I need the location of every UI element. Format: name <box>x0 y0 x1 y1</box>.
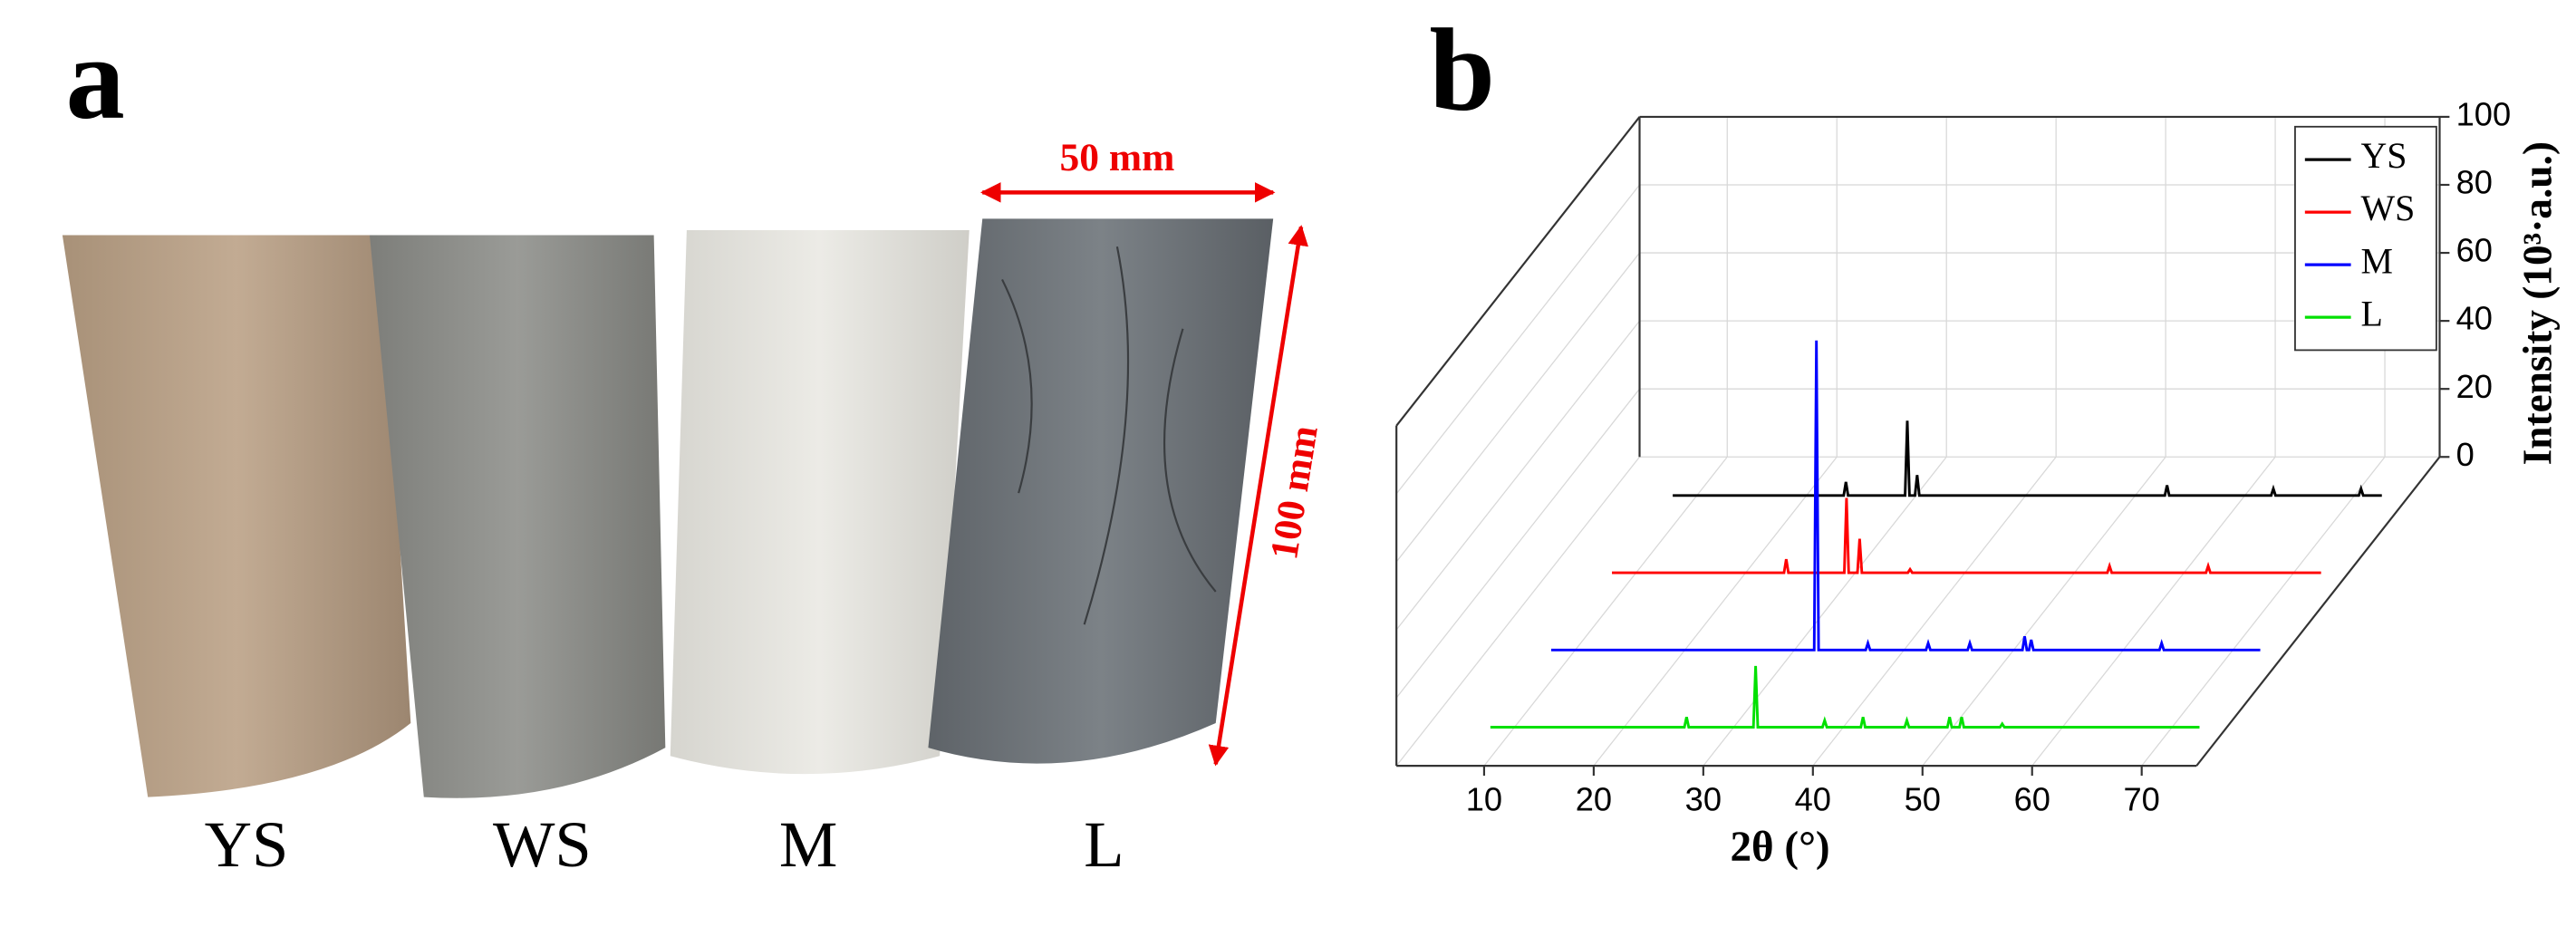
height-label: 100 mm <box>1262 422 1327 562</box>
legend-label: L <box>2360 293 2382 333</box>
panel-label: b <box>1429 5 1495 136</box>
x-tick-label: 40 <box>1795 781 1831 818</box>
grid-line <box>1922 456 2166 767</box>
axis-line <box>1395 116 1641 427</box>
xrd-line <box>1673 420 2382 497</box>
xrd-chart: 10 20 30 40 50 60 70 0 20 40 60 80 100 2θ (°) Intensit… <box>1395 96 2560 871</box>
legend-label: M <box>2360 240 2392 281</box>
sample-m <box>670 230 970 775</box>
legend-label: YS <box>2360 135 2407 176</box>
grid-line <box>2031 456 2276 767</box>
sample-label: YS <box>205 807 289 881</box>
grid-line <box>1812 456 2057 767</box>
sample-label: WS <box>493 807 592 881</box>
grid-line <box>1593 456 1838 767</box>
grid-line <box>2141 456 2386 767</box>
x-tick-label: 20 <box>1576 781 1612 818</box>
axis-line <box>2195 456 2441 767</box>
xrd-line <box>1612 497 2321 575</box>
grid-line <box>1483 456 1728 767</box>
x-tick-label: 30 <box>1685 781 1722 818</box>
xrd-line <box>1490 665 2200 729</box>
y-tick-label: 80 <box>2456 164 2493 201</box>
grid-line <box>1395 388 1641 699</box>
grid-line <box>1395 456 1641 767</box>
panel-label: a <box>66 14 125 144</box>
grid-line <box>1395 320 1641 631</box>
sample-label: L <box>1084 807 1124 881</box>
sample-ys <box>62 235 411 797</box>
x-tick-label: 60 <box>2014 781 2050 818</box>
y-tick-label: 20 <box>2456 368 2493 405</box>
x-tick-label: 50 <box>1905 781 1941 818</box>
legend-label: WS <box>2360 188 2415 228</box>
y-tick-label: 0 <box>2456 436 2475 473</box>
y-axis-label: Intensity (10³·a.u.) <box>2514 141 2560 465</box>
sample-l <box>928 218 1274 764</box>
x-tick-label: 70 <box>2124 781 2160 818</box>
grid-line <box>1395 184 1641 495</box>
y-tick-label: 60 <box>2456 232 2493 269</box>
photo <box>62 218 1274 798</box>
legend-box <box>2294 125 2437 352</box>
cracks <box>1001 246 1217 625</box>
grid-line <box>1395 252 1641 563</box>
y-tick-label: 100 <box>2456 96 2511 133</box>
x-axis-label: 2θ (°) <box>1730 824 1829 871</box>
width-label: 50 mm <box>1060 136 1175 179</box>
height-arrow <box>1208 225 1308 767</box>
x-tick-label: 10 <box>1466 781 1502 818</box>
y-tick-label: 40 <box>2456 300 2493 337</box>
grid-line <box>1703 456 1947 767</box>
sample-ws <box>369 235 666 798</box>
sample-label: M <box>779 807 837 881</box>
xrd-line <box>1550 340 2261 652</box>
